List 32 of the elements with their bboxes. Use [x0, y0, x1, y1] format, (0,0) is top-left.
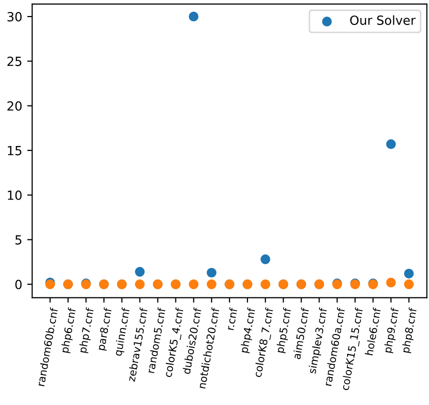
x-tick-label: php8.cnf	[401, 307, 419, 354]
y-tick-label: 15	[8, 146, 22, 156]
y-tick-label: 30	[8, 12, 22, 22]
x-tick-label: random5.cnf	[146, 307, 166, 374]
point	[260, 279, 270, 290]
x-tick-label: r.cnf	[226, 307, 238, 330]
point	[188, 12, 198, 22]
point	[260, 254, 270, 264]
x-tick-label: php5.cnf	[276, 307, 294, 354]
x-tick-label: php7.cnf	[78, 307, 96, 354]
point	[386, 139, 396, 150]
y-tick-label: 5	[15, 235, 22, 245]
legend-label: Our Solver	[350, 15, 416, 25]
x-tick-label: php6.cnf	[60, 307, 78, 354]
point	[134, 266, 145, 277]
y-tick-label: 0	[15, 280, 22, 290]
y-tick-label: 10	[8, 190, 22, 200]
x-tick-label: hole6.cnf	[364, 307, 382, 356]
point	[404, 268, 414, 278]
x-tick-label: par8.cnf	[96, 307, 114, 351]
x-tick-label: quinn.cnf	[114, 307, 132, 356]
x-tick-label: php9.cnf	[383, 307, 401, 354]
point	[188, 279, 198, 290]
point	[386, 278, 396, 288]
point	[206, 268, 216, 278]
y-tick-label: 25	[7, 56, 22, 66]
point	[404, 279, 414, 290]
point	[206, 279, 216, 290]
y-tick-label: 20	[7, 101, 22, 111]
x-tick-label: php4.cnf	[240, 307, 256, 354]
point	[134, 279, 145, 290]
x-tick-label: aim50.cnf	[292, 307, 310, 360]
